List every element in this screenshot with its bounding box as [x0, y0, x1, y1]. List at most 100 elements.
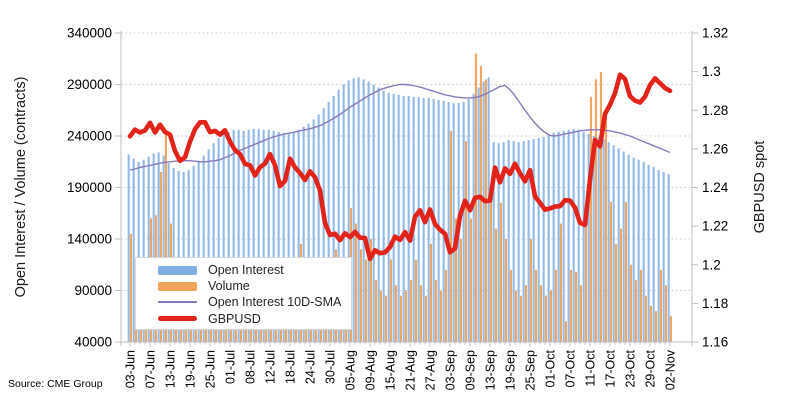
open-interest-bar [267, 129, 270, 342]
open-interest-bar [502, 142, 505, 342]
volume-bar [409, 280, 412, 342]
x-axis-tick-label: 05-Aug [344, 350, 358, 390]
open-interest-bar [307, 123, 310, 342]
open-interest-bar [287, 132, 290, 342]
volume-bar [544, 295, 547, 342]
open-interest-bar [207, 149, 210, 342]
open-interest-bar [647, 164, 650, 342]
open-interest-bar [197, 160, 200, 342]
volume-bar [444, 269, 447, 342]
volume-bar [379, 290, 382, 342]
volume-bar [554, 269, 557, 342]
open-interest-bar [137, 161, 140, 342]
volume-bar [589, 96, 592, 342]
open-interest-bar [562, 130, 565, 342]
open-interest-bar [342, 84, 345, 342]
open-interest-bar [347, 80, 350, 342]
open-interest-bar [577, 129, 580, 342]
right-axis-title: GBPUSD spot [752, 140, 768, 234]
right-axis-tick-label: 1.16 [702, 335, 728, 350]
open-interest-bar [592, 136, 595, 342]
legend-item: Open Interest 10D-SMA [136, 294, 351, 310]
open-interest-bar [147, 156, 150, 342]
open-interest-bar [212, 143, 215, 342]
volume-bar [449, 130, 452, 342]
volume-bar [429, 244, 432, 342]
volume-bar [579, 285, 582, 342]
open-interest-bar [332, 95, 335, 342]
right-axis-tick-label: 1.26 [702, 141, 728, 156]
open-interest-bar [642, 161, 645, 342]
left-axis-tick-label: 140000 [67, 232, 112, 247]
x-axis-tick-label: 01-Oct [544, 349, 558, 387]
open-interest-bar [257, 128, 260, 342]
left-axis-tick-label: 340000 [67, 26, 112, 41]
source-note: Source: CME Group [8, 378, 103, 390]
volume-bar [414, 259, 417, 342]
x-axis-tick-label: 11-Oct [584, 349, 598, 386]
open-interest-bar [572, 128, 575, 342]
volume-bar [584, 226, 587, 342]
open-interest-bar [627, 154, 630, 342]
volume-bar [404, 290, 407, 342]
x-axis-tick-label: 03-Sep [444, 350, 458, 390]
open-interest-bar [132, 158, 135, 342]
open-interest-bar [442, 100, 445, 342]
volume-bar [634, 280, 637, 342]
volume-bar [594, 79, 597, 342]
legend-item: GBPUSD [136, 311, 351, 327]
volume-bar [509, 269, 512, 342]
volume-bar [489, 197, 492, 342]
volume-bar [599, 72, 602, 342]
left-axis-tick-label: 90000 [74, 283, 112, 298]
open-interest-bar [292, 131, 295, 342]
open-interest-bar [312, 119, 315, 343]
volume-bar [394, 285, 397, 342]
open-interest-bar [552, 132, 555, 342]
volume-bar [574, 271, 577, 342]
open-interest-bar [252, 128, 255, 342]
right-axis-tick-label: 1.24 [702, 180, 729, 195]
volume-bar [129, 233, 132, 342]
open-interest-bar [612, 145, 615, 342]
open-interest-bar [542, 137, 545, 342]
open-interest-bar [242, 130, 245, 342]
legend-item: Open Interest [136, 262, 351, 278]
open-interest-bar [522, 141, 525, 342]
open-interest-bar [357, 77, 360, 342]
open-interest-bar [142, 159, 145, 342]
open-interest-bar [512, 141, 515, 342]
open-interest-bar [262, 129, 265, 342]
volume-bar [469, 218, 472, 342]
volume-bar [564, 321, 567, 342]
volume-bar [454, 218, 457, 342]
open-interest-bar [582, 131, 585, 342]
x-axis-tick-label: 07-Jun [144, 350, 158, 388]
volume-bar [664, 285, 667, 342]
volume-bar [374, 280, 377, 342]
volume-bar [649, 305, 652, 342]
open-interest-bar [317, 114, 320, 343]
volume-bar [629, 264, 632, 342]
volume-bar [519, 295, 522, 342]
left-axis-tick-label: 190000 [67, 180, 112, 195]
open-interest-bar [537, 138, 540, 342]
open-interest-bar [487, 77, 490, 342]
x-axis-tick-label: 12-Jul [264, 350, 278, 384]
open-interest-bar [417, 96, 420, 342]
volume-bar [424, 295, 427, 342]
legend-label: Open Interest [208, 263, 284, 278]
volume-bar [669, 316, 672, 342]
volume-bar [659, 269, 662, 342]
open-interest-bar [547, 134, 550, 342]
open-interest-bar [172, 167, 175, 342]
open-interest-sma-line [129, 83, 671, 171]
open-interest-bar [527, 140, 530, 342]
x-axis-tick-label: 15-Aug [384, 350, 398, 390]
open-interest-bar [622, 151, 625, 342]
open-interest-bar [372, 84, 375, 342]
open-interest-bar [597, 137, 600, 342]
open-interest-bar [367, 81, 370, 342]
x-axis-tick-label: 03-Jun [124, 350, 138, 388]
volume-bar [539, 285, 542, 342]
